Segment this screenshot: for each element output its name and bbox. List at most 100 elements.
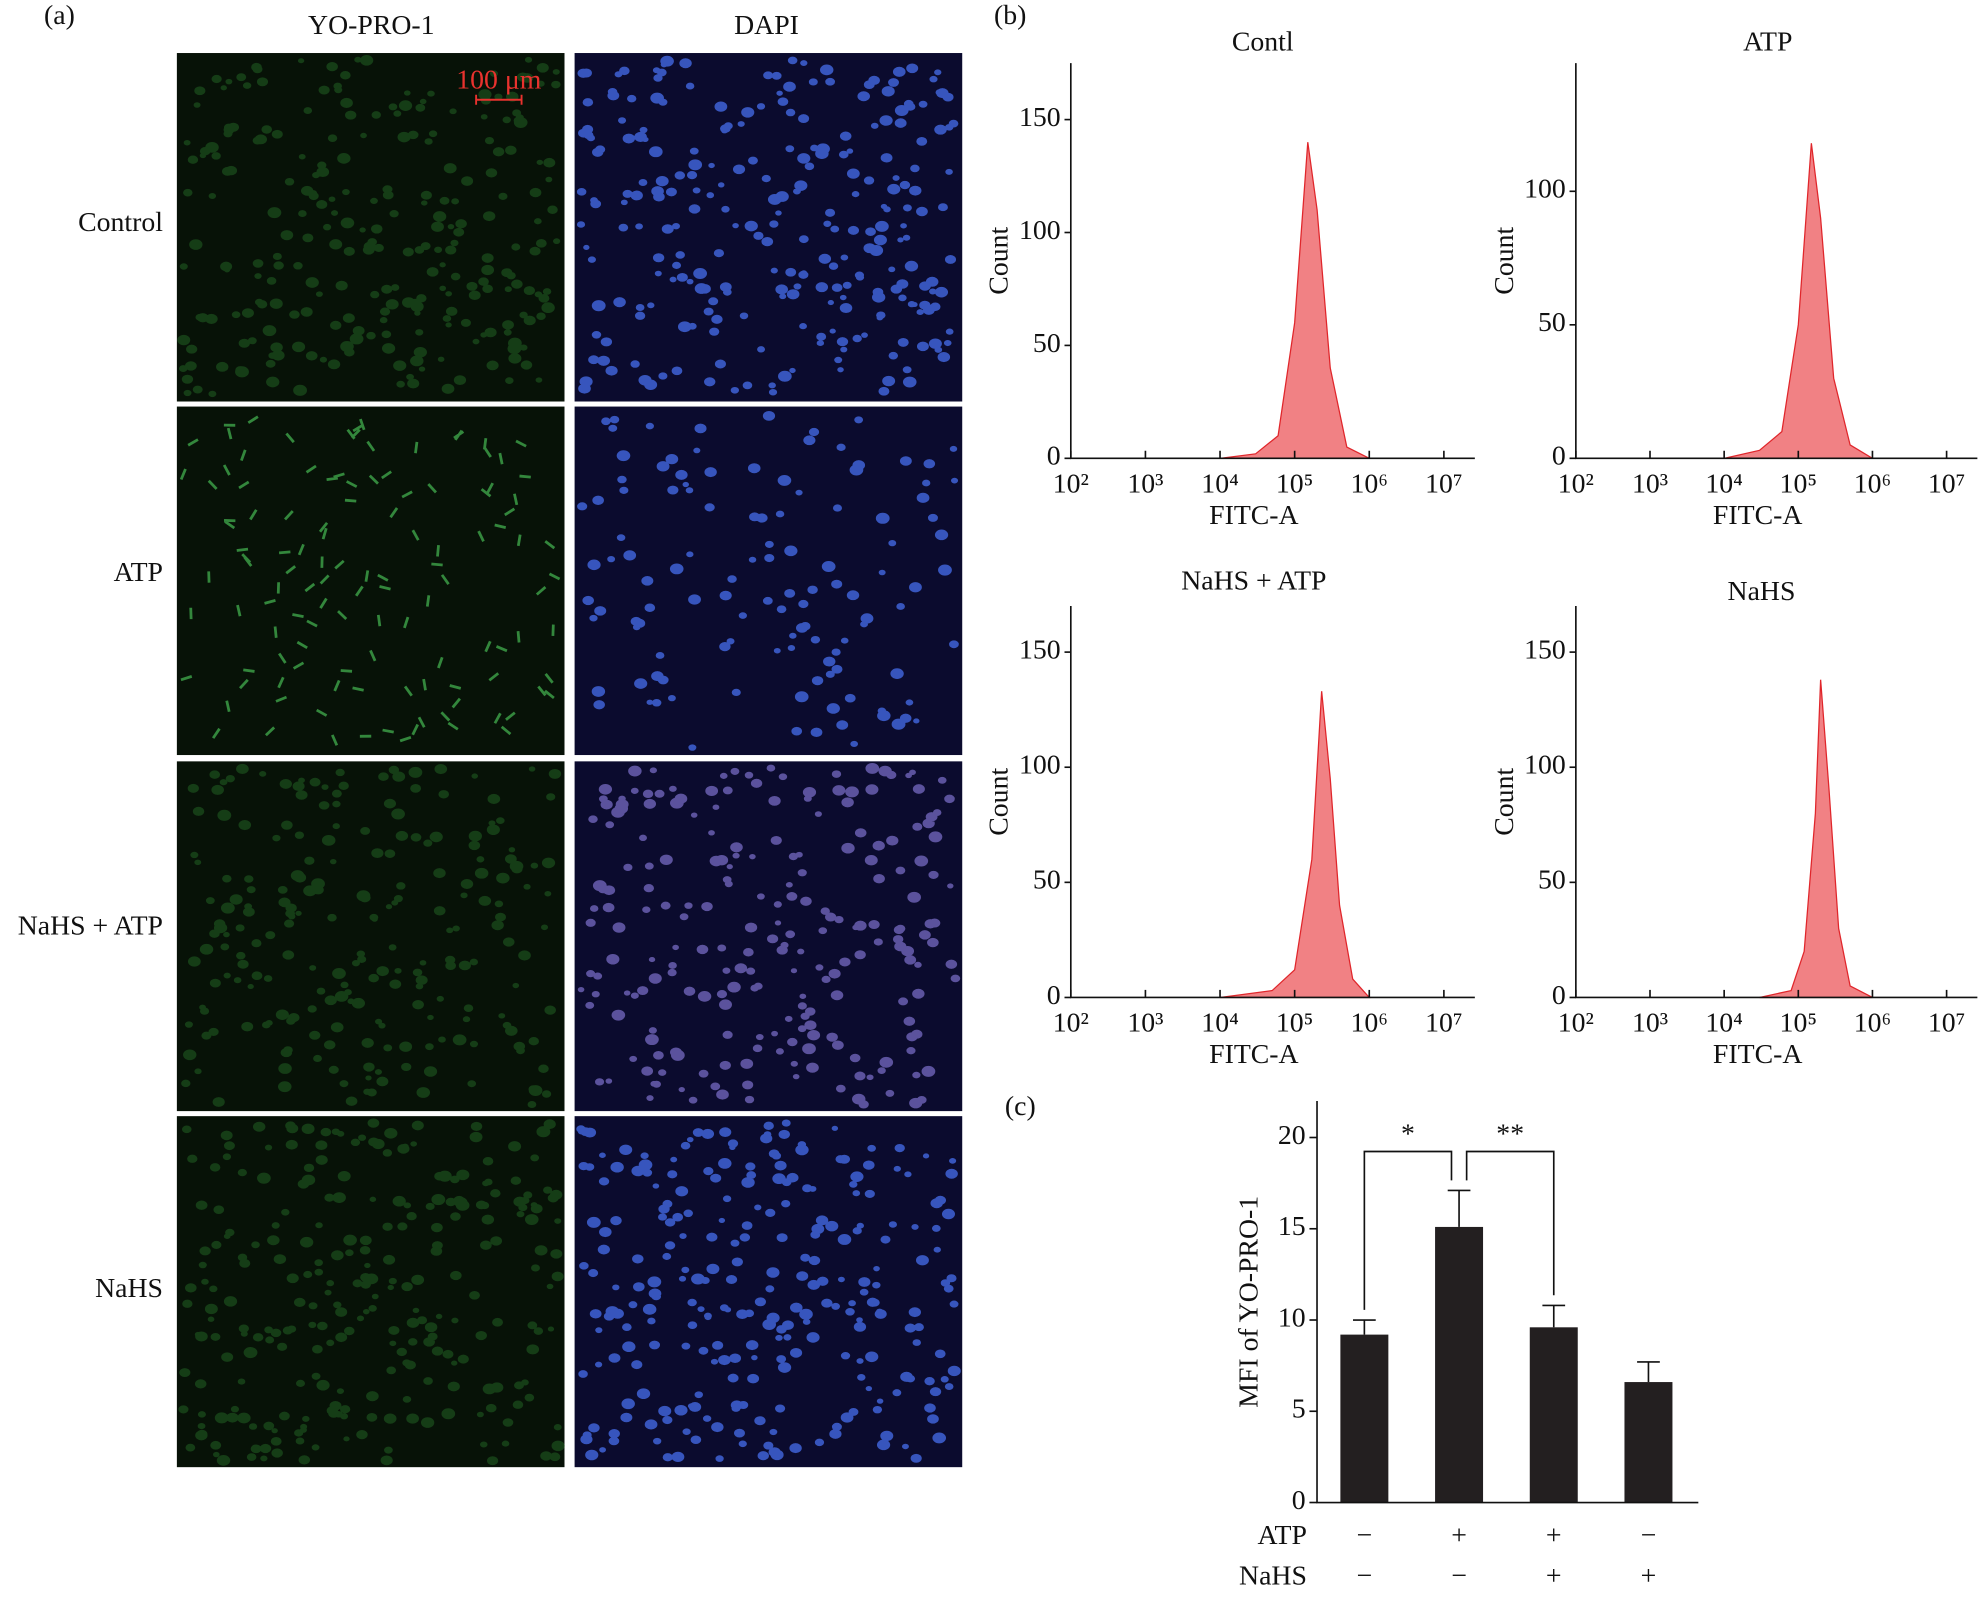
factor-label: ATP xyxy=(1258,1520,1307,1551)
y-tick-label: 100 xyxy=(1524,174,1566,205)
panel-label: (c) xyxy=(1005,1091,1036,1122)
x-tick-label: 10⁶ xyxy=(1854,468,1891,499)
histogram-area xyxy=(1724,143,1875,459)
y-tick-label: 0 xyxy=(1292,1485,1306,1516)
histogram-area xyxy=(1219,142,1370,459)
bar xyxy=(1340,1334,1389,1503)
factor-label: NaHS xyxy=(1239,1561,1307,1592)
panel-label: (a) xyxy=(44,0,75,31)
x-tick-label: 10³ xyxy=(1127,468,1163,499)
x-tick-label: 10² xyxy=(1053,1008,1089,1039)
micrographs xyxy=(176,53,963,1468)
factor-sign: − xyxy=(1357,1561,1373,1592)
cells xyxy=(177,55,561,398)
axis xyxy=(1575,606,1978,999)
x-tick-label: 10⁴ xyxy=(1705,468,1742,499)
x-axis-label: FITC-A xyxy=(1713,500,1802,531)
y-tick-label: 50 xyxy=(1538,865,1566,896)
x-tick-label: 10⁷ xyxy=(1425,1008,1462,1039)
y-tick-label: 150 xyxy=(1019,102,1061,133)
x-tick-label: 10⁷ xyxy=(1928,468,1965,499)
y-tick-label: 0 xyxy=(1552,980,1566,1011)
chart-title: Contl xyxy=(1232,27,1294,58)
cells xyxy=(178,1118,565,1466)
y-tick-label: 5 xyxy=(1292,1394,1306,1425)
x-tick-label: 10² xyxy=(1558,468,1594,499)
y-tick-label: 100 xyxy=(1019,750,1061,781)
bar xyxy=(1624,1382,1673,1503)
y-tick-label: 50 xyxy=(1538,307,1566,338)
histogram-area xyxy=(1219,691,1371,999)
chart-title: NaHS + ATP xyxy=(1181,566,1326,597)
factor-sign: + xyxy=(1451,1520,1467,1551)
x-tick-label: 10³ xyxy=(1127,1008,1163,1039)
cells xyxy=(179,415,561,746)
cells xyxy=(181,763,562,1109)
x-tick-label: 10³ xyxy=(1632,468,1668,499)
scale-bar-label: 100 μm xyxy=(456,64,541,95)
x-tick-label: 10⁷ xyxy=(1928,1008,1965,1039)
nuclei xyxy=(576,1119,961,1463)
y-tick-label: 15 xyxy=(1278,1211,1306,1242)
significance-label: ** xyxy=(1496,1119,1524,1150)
y-tick-label: 100 xyxy=(1019,215,1061,246)
x-tick-label: 10⁴ xyxy=(1201,1008,1238,1039)
bar xyxy=(1435,1226,1484,1503)
column-header: DAPI xyxy=(734,10,799,41)
x-axis-label: FITC-A xyxy=(1209,1039,1298,1070)
significance-bracket xyxy=(1363,1150,1453,1310)
factor-sign: + xyxy=(1641,1561,1657,1592)
histogram-area xyxy=(1759,679,1873,999)
chart-title: ATP xyxy=(1743,27,1792,58)
significance-bracket xyxy=(1465,1150,1555,1296)
x-tick-label: 10⁴ xyxy=(1201,468,1238,499)
nuclei xyxy=(576,55,959,396)
column-header: YO-PRO-1 xyxy=(308,10,434,41)
significance-label: * xyxy=(1401,1119,1415,1150)
row-label: Control xyxy=(78,207,163,238)
y-tick-label: 10 xyxy=(1278,1302,1306,1333)
row-label: NaHS xyxy=(95,1273,163,1304)
y-tick-label: 0 xyxy=(1552,441,1566,472)
y-tick-label: 20 xyxy=(1278,1120,1306,1151)
y-tick-label: 50 xyxy=(1033,328,1061,359)
y-tick-label: 100 xyxy=(1524,750,1566,781)
y-axis-label: Count xyxy=(984,227,1015,295)
chart-title: NaHS xyxy=(1728,576,1796,607)
x-axis-label: FITC-A xyxy=(1209,500,1298,531)
x-tick-label: 10⁶ xyxy=(1351,468,1388,499)
y-axis-label: Count xyxy=(1489,227,1520,295)
panel-label: (b) xyxy=(994,0,1026,31)
micrograph xyxy=(176,761,565,1112)
factor-sign: − xyxy=(1451,1561,1467,1592)
x-tick-label: 10⁵ xyxy=(1276,468,1313,499)
y-tick-label: 50 xyxy=(1033,865,1061,896)
y-tick-label: 150 xyxy=(1019,634,1061,665)
factor-sign: + xyxy=(1546,1561,1562,1592)
micrograph xyxy=(176,406,565,756)
y-axis-label: Count xyxy=(1489,768,1520,836)
x-tick-label: 10⁴ xyxy=(1705,1008,1742,1039)
y-axis-label: Count xyxy=(984,768,1015,836)
factor-sign: + xyxy=(1546,1520,1562,1551)
x-tick-label: 10⁶ xyxy=(1854,1008,1891,1039)
micrograph xyxy=(574,406,963,756)
axis xyxy=(1069,606,1475,999)
x-tick-label: 10³ xyxy=(1632,1008,1668,1039)
factor-sign: − xyxy=(1641,1520,1657,1551)
x-tick-label: 10⁵ xyxy=(1780,468,1817,499)
axis xyxy=(1575,63,1978,460)
x-tick-label: 10⁷ xyxy=(1425,468,1462,499)
row-label: NaHS + ATP xyxy=(18,910,163,941)
x-tick-label: 10² xyxy=(1053,468,1089,499)
y-tick-label: 0 xyxy=(1047,980,1061,1011)
y-tick-label: 0 xyxy=(1047,441,1061,472)
x-tick-label: 10⁶ xyxy=(1351,1008,1388,1039)
x-tick-label: 10⁵ xyxy=(1780,1008,1817,1039)
micrograph xyxy=(176,53,565,402)
row-label: ATP xyxy=(114,557,163,588)
x-tick-label: 10⁵ xyxy=(1276,1008,1313,1039)
factor-sign: − xyxy=(1357,1520,1373,1551)
